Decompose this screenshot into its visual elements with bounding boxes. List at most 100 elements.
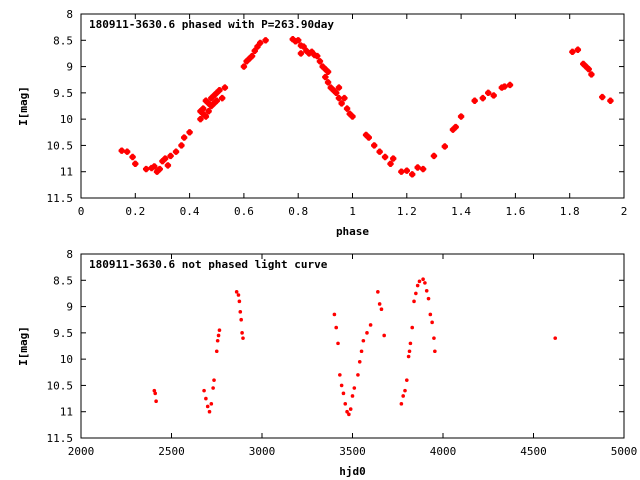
data-point [479,94,487,102]
plot-frame [80,253,625,439]
plot-title: 180911-3630.6 phased with P=263.90day [89,18,334,31]
data-point [414,164,421,171]
data-point [153,391,158,396]
data-point [202,113,210,120]
data-point [256,39,264,47]
data-point [164,162,172,169]
data-point [316,58,324,65]
y-tick-label: 8.5 [53,274,73,287]
data-point [161,155,169,162]
data-point [207,409,212,414]
data-point [401,394,405,398]
data-point [308,48,315,56]
data-point [569,48,576,56]
data-point [178,142,185,149]
data-point [129,153,136,161]
data-point [347,412,351,417]
data-point [409,171,416,178]
data-point [414,291,418,296]
data-point [379,307,384,312]
data-point [399,402,404,406]
y-tick-label: 11.5 [47,432,74,445]
data-point [210,92,218,99]
data-point [251,47,258,54]
data-point [471,97,478,104]
data-point [334,325,339,330]
data-point [236,293,241,297]
x-tick-label: 2000 [68,445,95,458]
data-point [215,338,220,343]
data-point [214,349,219,354]
data-point [202,97,210,104]
data-point [412,299,416,304]
data-point [432,336,436,340]
data-point [300,43,307,50]
data-point [599,93,606,101]
data-point [343,402,348,406]
y-axis-title: I[mag] [17,86,30,126]
data-point [213,97,220,104]
x-tick-label: 0.8 [288,205,308,218]
data-point [410,325,415,330]
data-point [421,277,425,282]
data-point [376,148,383,155]
data-point [580,60,587,68]
data-point [485,89,492,97]
data-point [132,160,139,168]
y-tick-label: 9.5 [53,327,73,340]
data-point [349,113,356,120]
x-tick-label: 0.2 [125,205,145,218]
y-tick-label: 10 [60,353,73,366]
data-point [419,165,427,173]
data-point [142,165,150,173]
plot-title: 180911-3630.6 not phased light curve [89,258,328,271]
data-point [426,296,431,301]
data-point [406,354,411,359]
y-tick-label: 9.5 [53,87,73,100]
data-point [172,148,180,155]
data-point [398,168,405,175]
data-point [376,290,380,294]
data-point [156,165,163,173]
data-point [239,317,243,322]
data-point [381,153,389,161]
y-tick-label: 11 [60,166,73,179]
x-tick-label: 1 [349,205,356,218]
data-point [335,94,343,102]
data-point [197,108,204,115]
data-point [350,394,355,398]
y-tick-label: 10.5 [47,139,74,152]
data-point [208,102,215,110]
data-point [574,46,582,53]
data-point [209,402,214,406]
data-point [216,333,221,338]
data-point [430,152,438,160]
data-point [332,312,337,317]
data-point [238,310,243,314]
y-tick-label: 11 [60,406,73,419]
data-point [205,108,212,115]
data-point [607,97,614,104]
data-point [305,50,313,57]
data-point [430,320,434,325]
data-point [212,378,216,382]
data-point [452,123,459,131]
data-point [415,283,420,288]
data-point [348,407,353,411]
phased-light-curve-panel: 0 0.2 0.4 0.6 0.8 1 1.2 1.4 1.6 1.8 2 8 8.5 9 9.5 10 10.… [17,8,627,238]
data-point [390,155,397,162]
data-point [240,63,248,70]
data-point [237,299,242,304]
data-point [330,87,337,94]
data-point [186,129,193,136]
data-point [210,100,218,107]
x-tick-label: 1.8 [560,205,580,218]
data-point [403,167,410,174]
data-point [553,336,558,340]
data-point [335,84,343,91]
data-point [424,289,429,293]
data-point [205,404,210,409]
plot-frame [80,13,625,199]
data-point [343,105,351,112]
x-tick-label: 3500 [339,445,366,458]
